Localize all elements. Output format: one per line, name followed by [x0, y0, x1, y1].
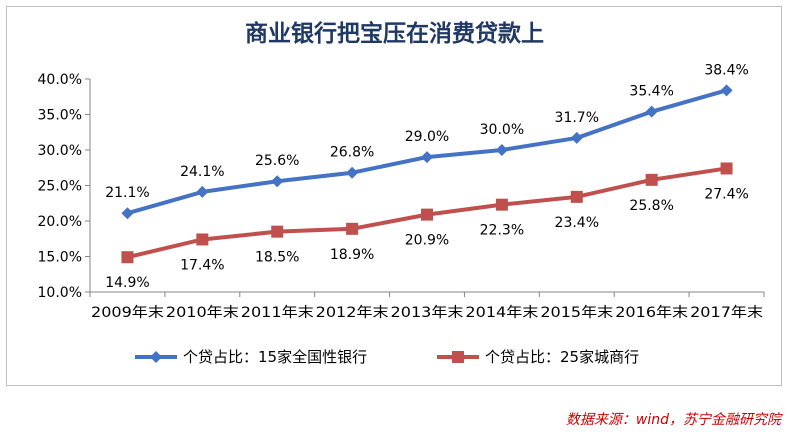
- data-point: [196, 185, 209, 198]
- data-label: 18.5%: [255, 250, 299, 266]
- data-label: 14.9%: [105, 275, 149, 291]
- series-2: 14.9% 17.4% 18.5% 18.9% 20.9% 22.3% 23.4% 25.8%…: [105, 162, 749, 291]
- y-tick-label: 30.0%: [38, 143, 82, 159]
- data-label: 24.1%: [180, 164, 224, 180]
- data-point: [570, 131, 583, 144]
- x-tick-label: 2010年末: [166, 305, 239, 321]
- y-tick-label: 15.0%: [38, 250, 82, 266]
- data-point: [346, 166, 359, 179]
- data-label: 23.4%: [555, 215, 599, 231]
- x-tick-label: 2016年末: [615, 305, 688, 321]
- data-point: [421, 208, 433, 221]
- source-note: 数据来源：wind，苏宁金融研究院: [565, 412, 781, 428]
- data-label: 20.9%: [405, 233, 449, 249]
- data-label: 25.6%: [255, 153, 299, 169]
- data-label: 17.4%: [180, 257, 224, 273]
- data-label: 31.7%: [555, 110, 599, 126]
- legend-marker: [150, 351, 162, 363]
- data-point: [421, 151, 433, 164]
- data-point: [121, 251, 134, 264]
- x-tick-label: 2015年末: [540, 305, 613, 321]
- data-point: [346, 222, 359, 235]
- data-point: [121, 207, 134, 220]
- data-point: [720, 162, 733, 175]
- x-tick-label: 2009年末: [91, 305, 164, 321]
- data-point: [495, 198, 508, 211]
- data-point: [645, 173, 658, 186]
- legend-marker: [452, 351, 464, 363]
- data-point: [570, 190, 583, 203]
- data-label: 22.3%: [480, 223, 524, 239]
- legend-item-2: 个贷占比：25家城商行: [437, 348, 639, 366]
- data-label: 35.4%: [629, 84, 673, 100]
- legend-item-1: 个贷占比：15家全国性银行: [135, 348, 367, 366]
- data-point: [645, 105, 658, 118]
- y-tick-label: 35.0%: [38, 108, 82, 124]
- y-tick-label: 25.0%: [38, 179, 82, 195]
- data-label: 38.4%: [704, 62, 748, 78]
- data-label: 25.8%: [629, 198, 673, 214]
- y-tick-label: 20.0%: [38, 214, 82, 230]
- x-tick-label: 2017年末: [690, 305, 763, 321]
- x-tick-label: 2012年末: [316, 305, 389, 321]
- data-label: 29.0%: [405, 129, 449, 145]
- data-point: [271, 175, 284, 188]
- y-tick-label: 10.0%: [38, 285, 82, 301]
- data-label: 30.0%: [480, 122, 524, 138]
- x-tick-label: 2013年末: [391, 305, 464, 321]
- series-1: 21.1% 24.1% 25.6% 26.8% 29.0% 30.0% 31.7% 35.4%…: [105, 62, 749, 220]
- data-point: [196, 233, 209, 246]
- legend-label: 个贷占比：15家全国性银行: [183, 348, 367, 366]
- data-point: [720, 84, 733, 97]
- x-tick-label: 2011年末: [241, 305, 314, 321]
- data-point: [495, 144, 508, 156]
- y-tick-label: 40.0%: [38, 72, 82, 88]
- legend-label: 个贷占比：25家城商行: [485, 348, 639, 366]
- x-tick-label: 2014年末: [465, 305, 538, 321]
- data-label: 26.8%: [330, 145, 374, 161]
- data-label: 18.9%: [330, 247, 374, 263]
- data-label: 21.1%: [105, 185, 149, 201]
- chart-frame: [6, 6, 782, 386]
- data-label: 27.4%: [704, 186, 748, 202]
- chart-title: 商业银行把宝压在消费贷款上: [245, 20, 544, 47]
- data-point: [271, 225, 284, 238]
